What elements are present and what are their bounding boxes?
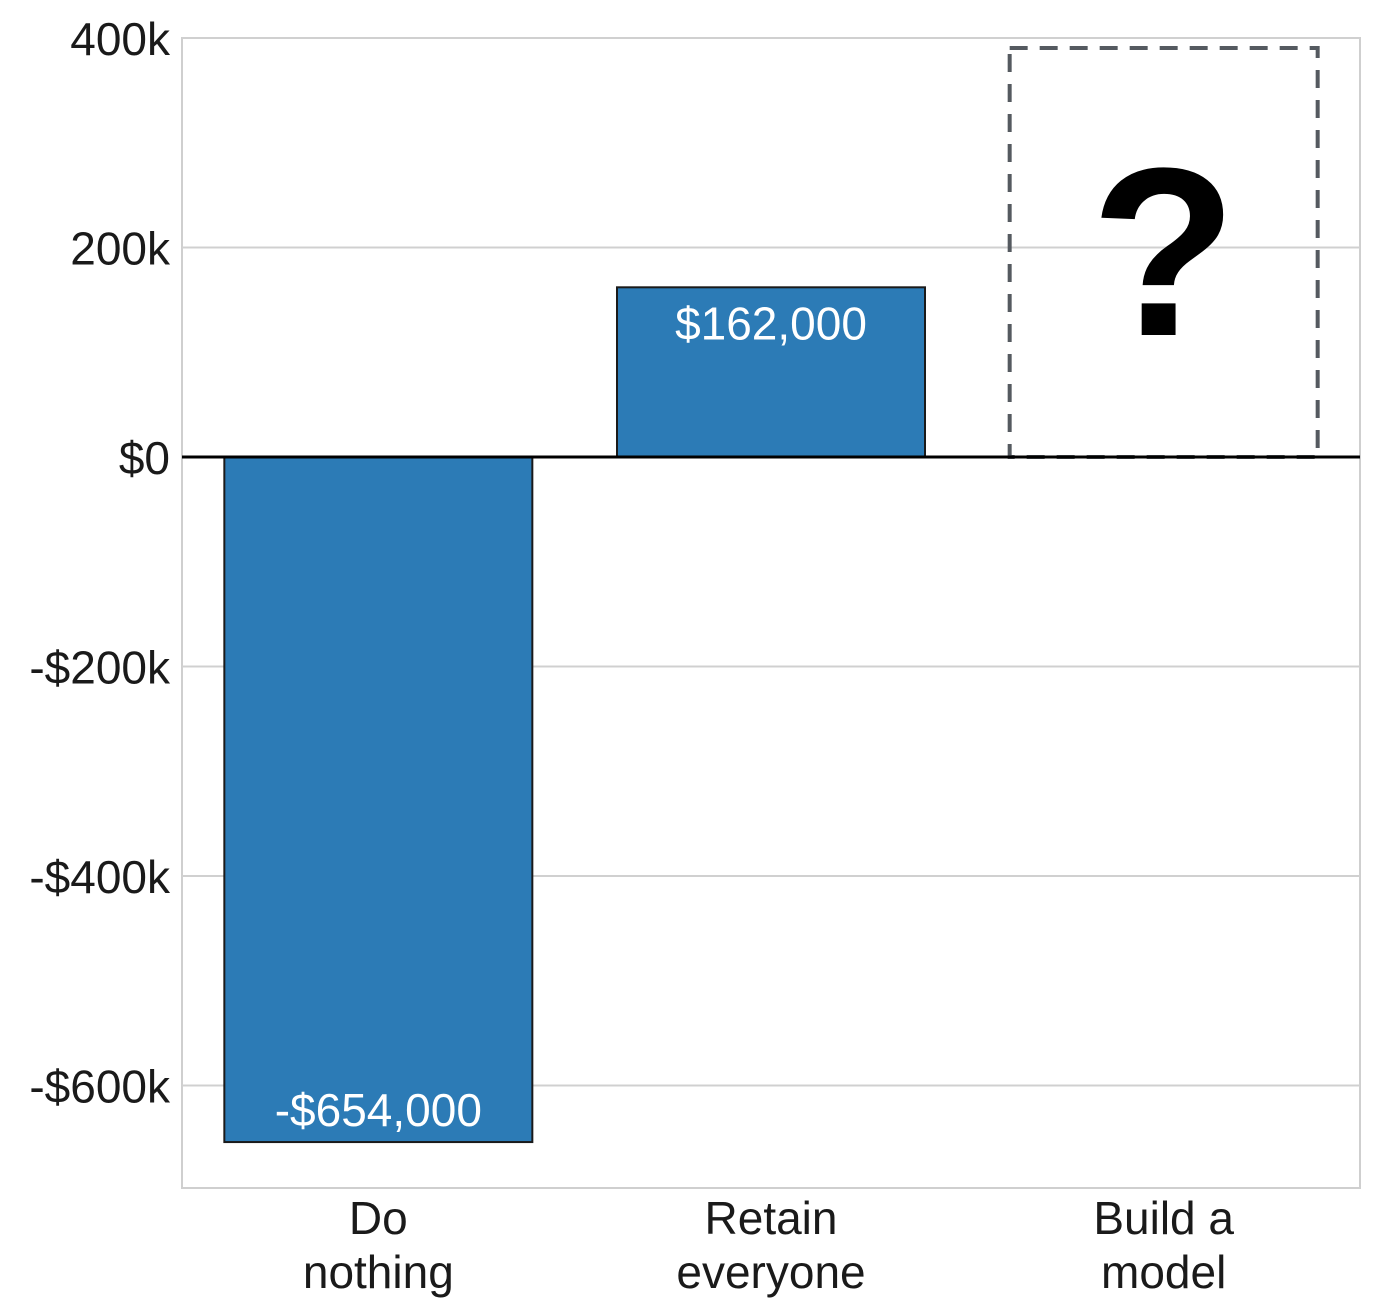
y-tick-label: -$400k	[29, 851, 171, 903]
x-category-label: Retain	[705, 1192, 838, 1244]
x-category-label: Build a	[1093, 1192, 1234, 1244]
x-category-label: everyone	[676, 1246, 865, 1298]
y-tick-label: $0	[119, 432, 170, 484]
x-category-label: model	[1101, 1246, 1226, 1298]
bar	[223, 456, 534, 1144]
bars: -$654,000 $162,000?	[223, 46, 1320, 1144]
y-tick-label: -$200k	[29, 642, 171, 694]
data-label: $162,000	[675, 297, 867, 349]
y-tick-label: 400k	[70, 13, 171, 65]
x-category-label: nothing	[303, 1246, 454, 1298]
y-tick-label: -$600k	[29, 1061, 171, 1113]
y-tick-label: 200k	[70, 223, 171, 275]
x-category-label: Do	[349, 1192, 408, 1244]
bar	[616, 286, 926, 458]
data-label: -$654,000	[275, 1084, 482, 1136]
question-mark: ?	[1090, 118, 1237, 386]
y-axis: 400k 200k $0 -$200k -$400k -$600k	[29, 13, 171, 1113]
